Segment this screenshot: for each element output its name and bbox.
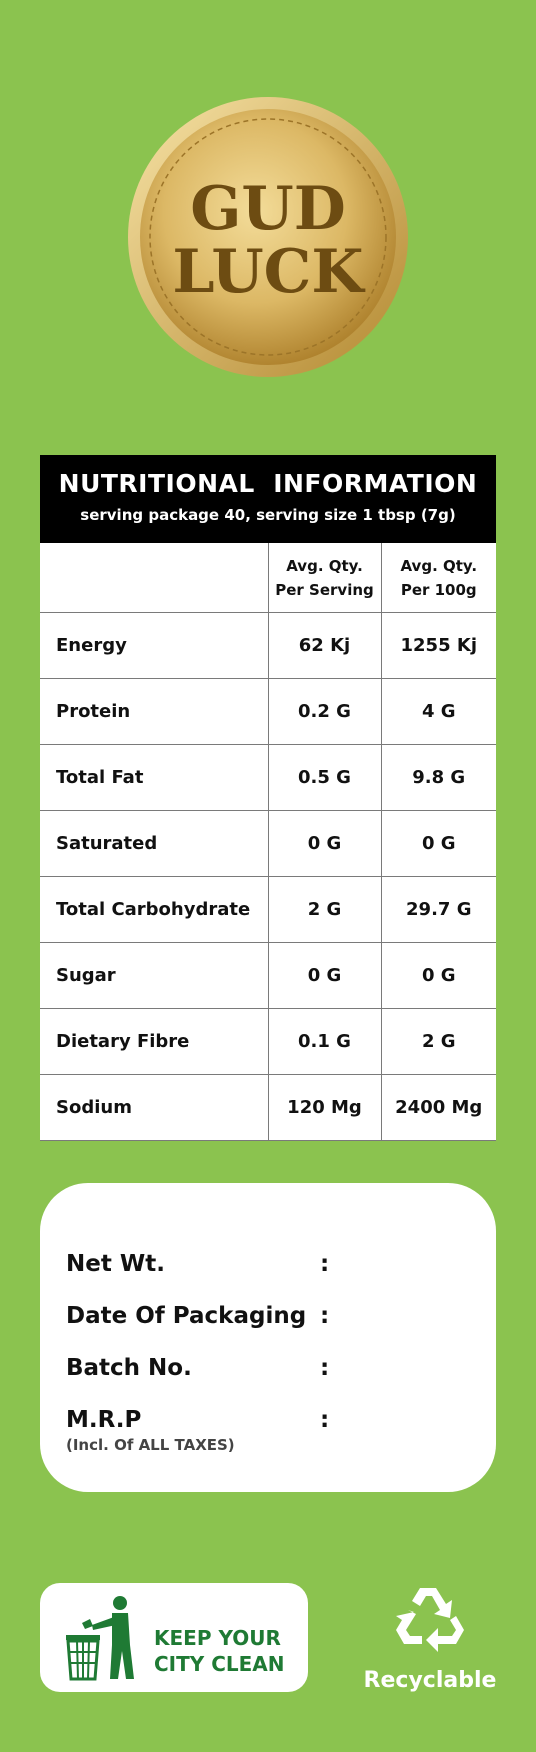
row-per-serving: 0.2 G — [267, 678, 382, 745]
header-per-serving: Avg. Qty. Per Serving — [267, 543, 382, 613]
brand-line2: LUCK — [172, 237, 365, 307]
row-label: Total Carbohydrate — [40, 876, 269, 943]
keep-city-clean-line1: KEEP YOUR — [154, 1626, 281, 1650]
mrp-colon: : — [320, 1407, 330, 1433]
row-label: Saturated — [40, 810, 269, 877]
row-label: Energy — [40, 612, 269, 679]
packaging-date-colon: : — [320, 1303, 330, 1329]
row-per-100g: 1255 Kj — [380, 612, 496, 679]
row-label: Protein — [40, 678, 269, 745]
batch-number-colon: : — [320, 1355, 330, 1381]
nutrition-header: NUTRITIONAL INFORMATION serving package … — [40, 455, 496, 543]
row-per-100g: 2 G — [380, 1008, 496, 1075]
keep-city-clean-text: KEEP YOUR CITY CLEAN — [154, 1625, 285, 1677]
header-blank-cell — [40, 543, 269, 613]
table-header-row: Avg. Qty. Per Serving Avg. Qty. Per 100g — [40, 543, 496, 613]
row-label: Total Fat — [40, 744, 269, 811]
recyclable-label: Recyclable — [363, 1668, 497, 1693]
header-per-100g-line2: Per 100g — [400, 580, 477, 599]
nutrition-table: Avg. Qty. Per Serving Avg. Qty. Per 100g… — [40, 543, 496, 1141]
keep-city-clean-badge: KEEP YOUR CITY CLEAN — [40, 1583, 308, 1692]
mrp-label: M.R.P — [66, 1407, 142, 1433]
row-per-serving: 2 G — [267, 876, 382, 943]
net-weight-colon: : — [320, 1251, 330, 1277]
brand-logo: GUD LUCK — [127, 96, 409, 378]
table-row: Energy 62 Kj 1255 Kj — [40, 612, 496, 679]
row-label: Dietary Fibre — [40, 1008, 269, 1075]
row-per-serving: 120 Mg — [267, 1074, 382, 1141]
packaging-date-label: Date Of Packaging — [66, 1303, 307, 1329]
table-row: Dietary Fibre 0.1 G 2 G — [40, 1008, 496, 1075]
row-per-serving: 0 G — [267, 942, 382, 1009]
recyclable-mark: Recyclable — [360, 1582, 500, 1693]
header-per-100g-line1: Avg. Qty. — [400, 556, 478, 575]
row-per-100g: 9.8 G — [380, 744, 496, 811]
row-per-serving: 62 Kj — [267, 612, 382, 679]
net-weight-label: Net Wt. — [66, 1251, 165, 1277]
header-per-100g: Avg. Qty. Per 100g — [380, 543, 496, 613]
litter-bin-icon — [66, 1596, 134, 1681]
packing-info-card: Net Wt. : Date Of Packaging : Batch No. … — [40, 1183, 496, 1492]
gold-seal-icon: GUD LUCK — [128, 97, 408, 377]
row-label: Sodium — [40, 1074, 269, 1141]
batch-number-label: Batch No. — [66, 1355, 192, 1381]
keep-city-clean-line2: CITY CLEAN — [154, 1652, 285, 1676]
mrp-tax-note: (Incl. Of ALL TAXES) — [66, 1436, 235, 1454]
recycle-icon — [396, 1588, 464, 1652]
nutrition-panel: NUTRITIONAL INFORMATION serving package … — [40, 455, 496, 1141]
row-per-serving: 0.1 G — [267, 1008, 382, 1075]
nutrition-title: NUTRITIONAL INFORMATION — [58, 469, 478, 498]
table-row: Protein 0.2 G 4 G — [40, 678, 496, 745]
row-per-serving: 0.5 G — [267, 744, 382, 811]
row-per-serving: 0 G — [267, 810, 382, 877]
row-per-100g: 0 G — [380, 810, 496, 877]
header-per-serving-line2: Per Serving — [275, 580, 374, 599]
table-row: Saturated 0 G 0 G — [40, 810, 496, 877]
brand-line1: GUD — [190, 174, 346, 244]
table-row: Total Carbohydrate 2 G 29.7 G — [40, 876, 496, 943]
row-per-100g: 2400 Mg — [380, 1074, 496, 1141]
row-per-100g: 4 G — [380, 678, 496, 745]
row-per-100g: 0 G — [380, 942, 496, 1009]
header-per-serving-line1: Avg. Qty. — [286, 556, 363, 575]
nutrition-subtitle: serving package 40, serving size 1 tbsp … — [80, 506, 456, 524]
table-row: Sodium 120 Mg 2400 Mg — [40, 1074, 496, 1141]
row-label: Sugar — [40, 942, 269, 1009]
table-row: Sugar 0 G 0 G — [40, 942, 496, 1009]
table-row: Total Fat 0.5 G 9.8 G — [40, 744, 496, 811]
row-per-100g: 29.7 G — [380, 876, 496, 943]
